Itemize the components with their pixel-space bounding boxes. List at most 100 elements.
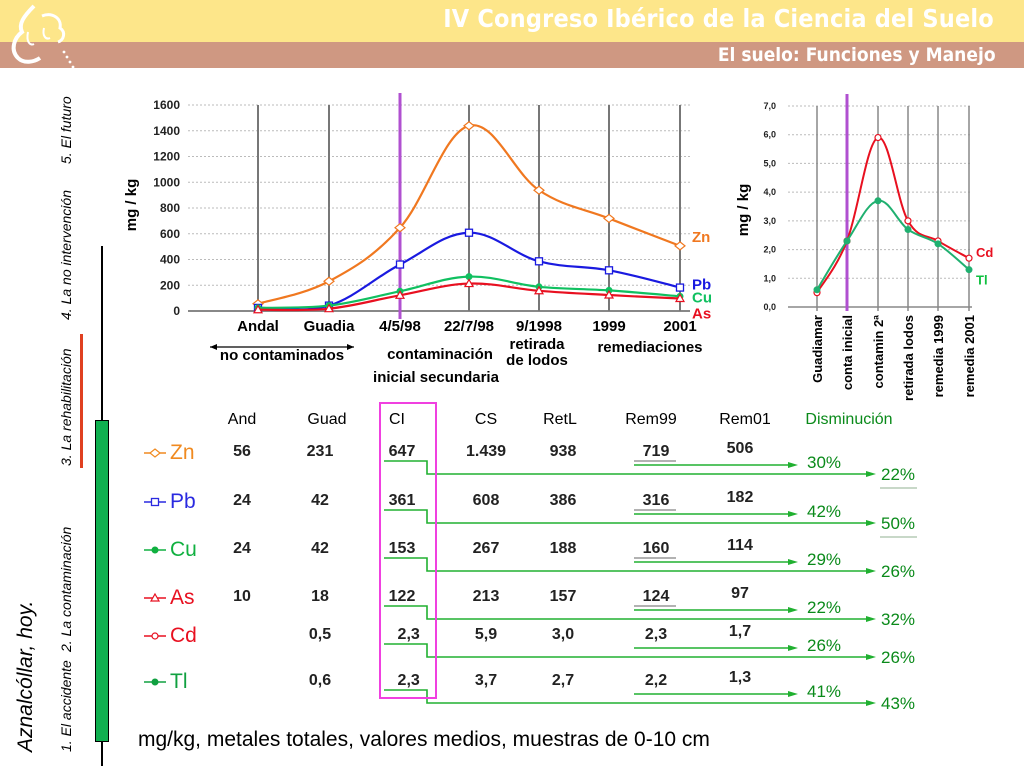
main-chart-xtick-label: Guadia [304,318,356,335]
main-chart-xticks: Andal Guadia 4/5/98 22/7/98 9/1998 1999 2001 [237,318,697,335]
row-metal-label-cu: Cu [170,538,197,561]
long-arrow-line [384,605,868,620]
table-cell: 24 [233,540,251,557]
table-header-and: And [227,411,257,428]
main-chart-ytick-label: 1600 [153,98,180,112]
row-metal-label-as: As [170,586,195,609]
long-arrow-head [866,520,876,526]
table-cell: 267 [472,540,500,557]
decrease-arrows-cd [384,643,876,660]
decrease-short-zn: 30% [807,453,842,472]
table-cell: 719 [642,443,670,460]
small-chart-ytick-label: 4,0 [763,187,776,197]
decrease-long-cd: 26% [881,648,916,667]
table-header-ci: CI [389,411,405,428]
data-point-tl [965,266,973,274]
table-cell: 386 [549,492,577,509]
short-arrow-head [788,462,798,468]
table-cell: 316 [642,492,670,509]
decrease-long-pb: 50% [881,514,916,533]
group-label-contaminacion: contaminación [387,346,493,363]
data-point-as [252,304,264,314]
legend-marker [149,448,161,458]
decrease-arrows-tl [384,689,876,706]
data-point-zn [533,185,545,196]
table-cell: 10 [233,588,251,605]
table-header-rem01: Rem01 [719,411,771,428]
data-point-as [463,278,475,288]
table-cell: 608 [472,492,500,509]
small-chart-yticks: 0,0 1,0 2,0 3,0 4,0 5,0 6,0 7,0 [763,101,776,312]
table-cell: 2,3 [644,626,668,643]
table-header-retl: RetL [543,411,577,428]
decrease-long-zn: 22% [881,465,916,484]
long-arrow-head [866,700,876,706]
small-chart-ytick-label: 5,0 [763,158,776,168]
decrease-arrows-pb [384,509,917,538]
series-label-pb: Pb [692,277,711,294]
row-legend-marker-zn [144,448,166,458]
table-cell: 114 [727,537,753,554]
decrease-long-tl: 43% [881,694,916,713]
table-cell: 3,0 [551,626,575,643]
arrow-head-right [347,344,354,350]
long-arrow-head [866,616,876,622]
long-arrow-head [866,654,876,660]
data-point-tl [934,240,942,248]
decrease-short-as: 22% [807,598,842,617]
row-legend-marker-as [144,592,166,602]
small-chart-ytick-label: 0,0 [763,302,776,312]
row-legend-marker-tl [144,678,166,686]
main-chart-ytick-label: 1400 [153,124,180,138]
main-chart-xtick-label: 9/1998 [516,318,562,335]
ci-column-highlight [379,402,437,699]
group-label-de-lodos: de lodos [506,352,568,369]
table-cell: 97 [731,585,749,602]
small-chart-xtick-label: remedia 1999 [931,315,946,397]
table-header-guad: Guad [307,411,347,428]
table-cell: 1.439 [465,443,507,460]
table-cell: 2,3 [397,672,420,689]
data-point-pb [464,228,474,237]
data-point-as [323,303,335,313]
table-cell: 1,3 [728,669,752,686]
table-header-cs: CS [474,411,498,428]
table-cell: 188 [549,540,577,557]
small-chart-xticks: Guadiamar conta inicial contamin 2ª retirad… [810,315,977,401]
legend-marker [151,546,159,554]
series-label-tl: Tl [976,273,988,288]
table-cell: 124 [642,588,670,605]
data-point-as [674,293,686,303]
main-chart-xtick-label: 22/7/98 [444,318,494,335]
small-chart-legend: Cd Tl [976,245,993,287]
row-metal-label-zn: Zn [170,441,195,464]
decrease-short-cd: 26% [807,636,842,655]
arrow-head-left [210,344,217,350]
table-cell: 56 [233,443,251,460]
small-chart-xtick-label: remedia 2001 [962,315,977,397]
header-title: IV Congreso Ibérico de la Ciencia del Su… [443,4,994,33]
table-cell: 42 [311,492,329,509]
small-chart: 0,0 1,0 2,0 3,0 4,0 5,0 6,0 7,0 mg / kg Cd Tl Gu… [735,94,993,401]
main-chart: 0 200 400 600 800 1000 1200 1400 1600 mg / kg Zn… [123,93,712,386]
main-chart-ylabel: mg / kg [123,179,140,232]
small-chart-xtick-label: conta inicial [840,315,855,390]
data-point-zn [323,276,335,287]
long-arrow-line [384,460,868,475]
current-section-indicator [80,334,83,468]
table-cell: 0,6 [308,672,332,689]
decrease-long-cu: 26% [881,562,916,581]
short-arrow-head [788,559,798,565]
main-chart-ytick-label: 1000 [153,175,180,189]
main-chart-xtick-label: Andal [237,318,279,335]
small-chart-xtick-label: contamin 2ª [871,315,886,389]
data-point-zn [463,120,475,131]
congress-logo-icon [11,4,75,69]
small-chart-series [813,133,973,297]
data-point-cd [904,217,912,225]
table-header-rem99: Rem99 [625,411,677,428]
main-chart-ytick-label: 0 [173,304,180,318]
data-point-tl [813,286,821,294]
decrease-arrows-cu [384,557,876,574]
